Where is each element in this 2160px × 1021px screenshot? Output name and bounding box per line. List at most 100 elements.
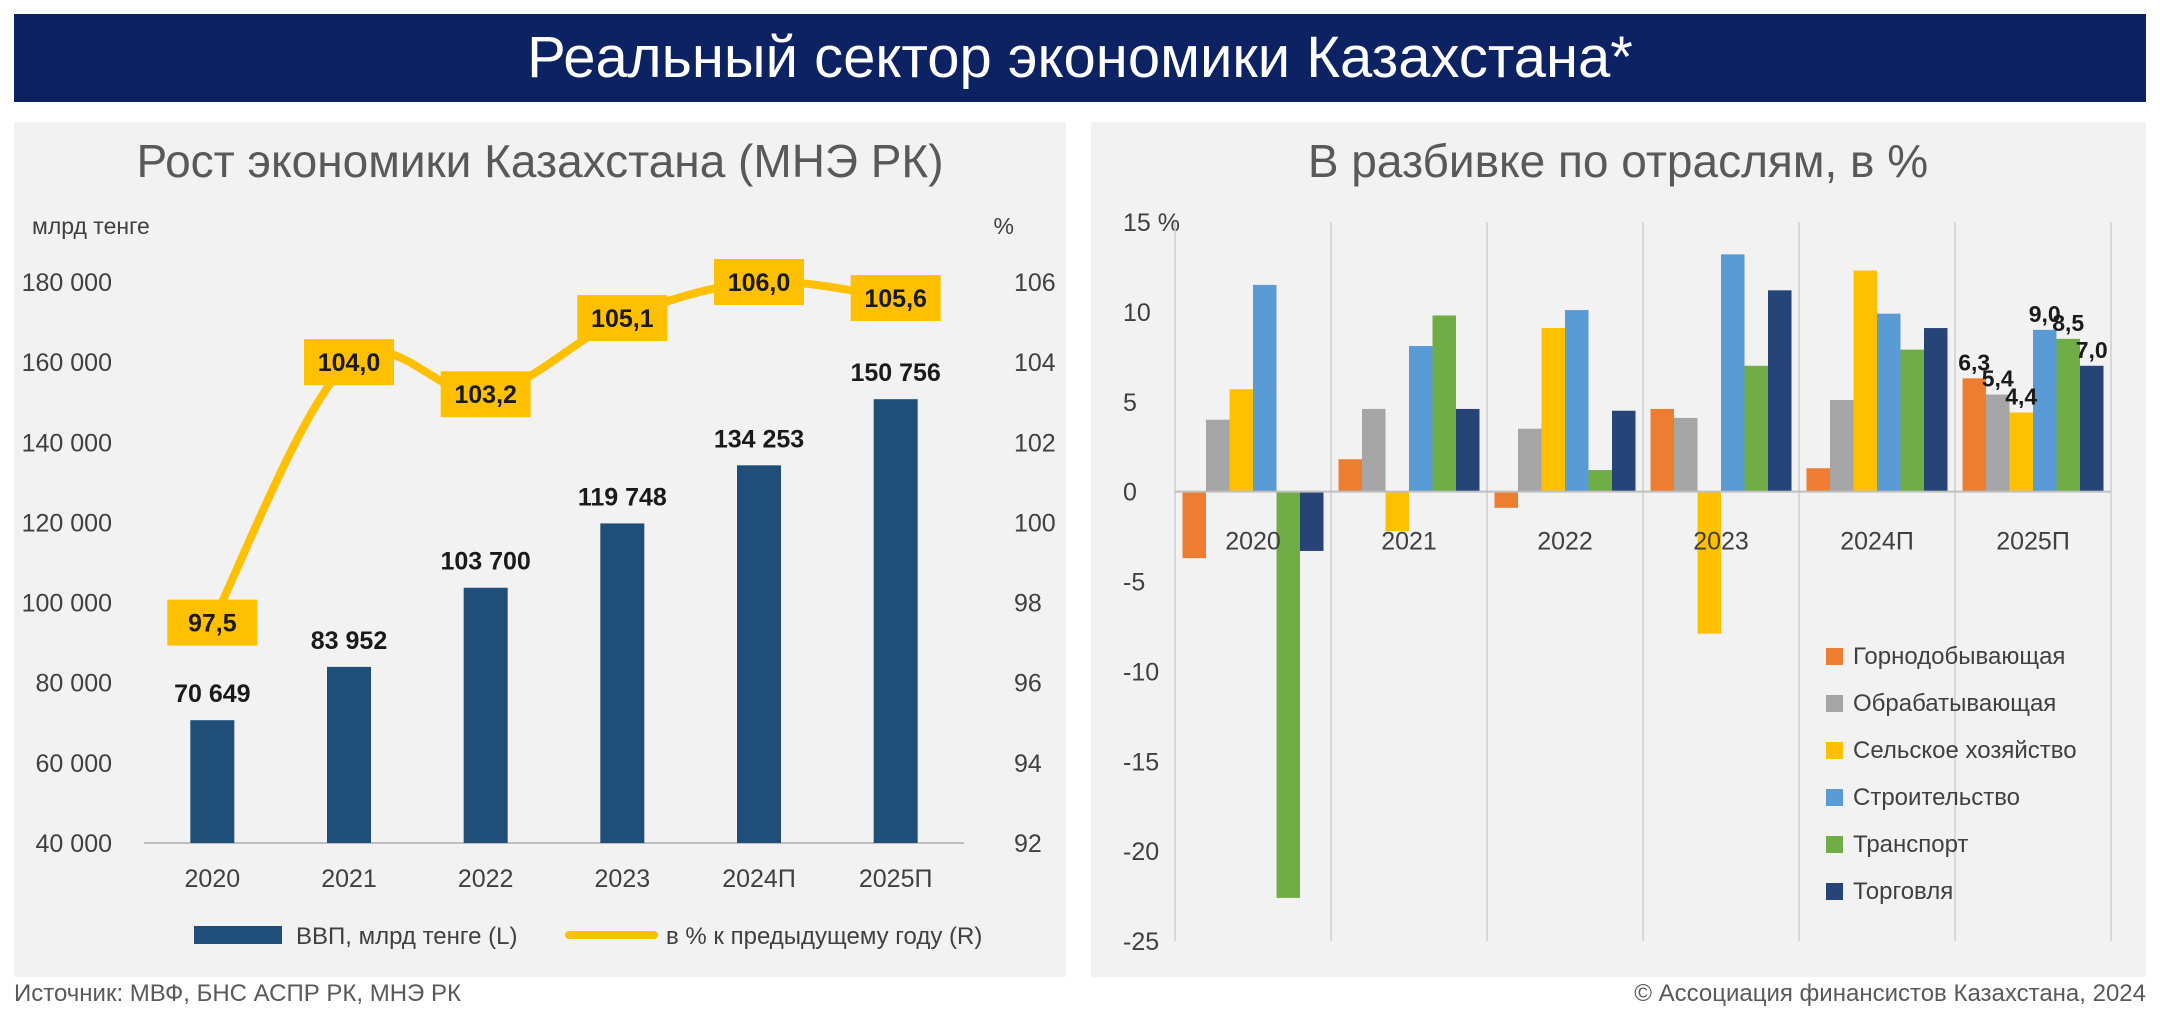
legend-swatch bbox=[1826, 695, 1843, 712]
gdp-bar bbox=[600, 523, 645, 843]
gdp-bar bbox=[190, 720, 235, 843]
gdp-bar-label: 70 649 bbox=[174, 680, 250, 708]
sector-data-label: 6,3 bbox=[1958, 349, 1990, 375]
y-tick-label: -15 bbox=[1123, 748, 1159, 776]
sector-bar bbox=[1721, 254, 1745, 492]
sector-bar bbox=[1962, 378, 1986, 492]
sector-bar bbox=[1650, 408, 1674, 492]
gdp-bar bbox=[737, 465, 781, 843]
y-tick-label: 0 bbox=[1123, 479, 1137, 507]
sector-data-label: 4,4 bbox=[2005, 384, 2037, 410]
legend-swatch bbox=[1826, 742, 1843, 759]
left-tick-label: 80 000 bbox=[36, 670, 112, 698]
legend-label: Строительство bbox=[1853, 784, 2020, 811]
left-tick-label: 100 000 bbox=[22, 590, 112, 618]
right-tick-label: 92 bbox=[1014, 830, 1042, 858]
sector-bar bbox=[2033, 329, 2057, 492]
sector-bar bbox=[1276, 491, 1300, 898]
sector-bar bbox=[1924, 328, 1948, 492]
growth-point-label: 105,6 bbox=[864, 285, 927, 313]
right-axis-label: % bbox=[994, 213, 1014, 239]
gdp-bar bbox=[873, 399, 918, 843]
sector-bar bbox=[1338, 459, 1362, 492]
sector-bar bbox=[1697, 491, 1721, 634]
growth-point-box bbox=[304, 339, 394, 386]
legend-label: Торговля bbox=[1853, 878, 1953, 905]
x-category-label: 2023 bbox=[595, 865, 651, 893]
gdp-bar-label: 103 700 bbox=[440, 548, 530, 576]
growth-point-box bbox=[167, 599, 258, 646]
x-category-label: 2022 bbox=[1537, 528, 1593, 556]
sector-bar bbox=[2080, 365, 2104, 492]
sector-breakdown-chart: В разбивке по отраслям, в % -25 -20 -15 -10 -… bbox=[1123, 135, 2112, 956]
y-tick-label: -25 bbox=[1123, 928, 1159, 956]
left-tick-label: 160 000 bbox=[22, 349, 112, 377]
sector-bar bbox=[1253, 284, 1277, 492]
sector-bar bbox=[2009, 412, 2033, 492]
sector-bar bbox=[1565, 310, 1589, 492]
gdp-bar-label: 150 756 bbox=[850, 359, 940, 387]
x-category-label: 2023 bbox=[1693, 528, 1749, 556]
right-tick-label: 96 bbox=[1014, 670, 1042, 698]
sector-bar bbox=[1362, 408, 1386, 492]
growth-point-label: 97,5 bbox=[188, 610, 237, 638]
chart-title: Рост экономики Казахстана (МНЭ РК) bbox=[136, 135, 943, 187]
x-category-label: 2024П bbox=[722, 865, 796, 893]
growth-point-label: 103,2 bbox=[454, 381, 517, 409]
y-tick-label: 15 % bbox=[1123, 209, 1180, 237]
x-category-label: 2025П bbox=[859, 865, 933, 893]
gdp-bar bbox=[463, 587, 508, 843]
left-tick-label: 180 000 bbox=[22, 269, 112, 297]
sector-bar bbox=[1900, 349, 1924, 492]
growth-point-label: 104,0 bbox=[318, 349, 381, 377]
legend-label: Транспорт bbox=[1853, 831, 1968, 858]
sector-bar bbox=[1830, 399, 1854, 492]
left-axis-label: млрд тенге bbox=[32, 213, 150, 239]
gdp-bar-label: 83 952 bbox=[311, 627, 387, 655]
right-tick-label: 98 bbox=[1014, 590, 1042, 618]
left-tick-label: 120 000 bbox=[22, 509, 112, 537]
x-category-label: 2021 bbox=[321, 865, 377, 893]
growth-point-box bbox=[850, 275, 941, 322]
legend-swatch bbox=[1826, 789, 1843, 806]
right-tick-label: 94 bbox=[1014, 750, 1042, 778]
y-tick-label: -5 bbox=[1123, 569, 1145, 597]
y-tick-label: 10 bbox=[1123, 299, 1151, 327]
legend-swatch bbox=[1826, 836, 1843, 853]
sector-data-label: 8,5 bbox=[2052, 310, 2084, 336]
sector-bar bbox=[1806, 468, 1830, 492]
growth-point-label: 105,1 bbox=[591, 305, 654, 333]
growth-point-label: 106,0 bbox=[728, 269, 791, 297]
sector-bar bbox=[1494, 491, 1518, 508]
copyright-note: © Ассоциация финансистов Казахстана, 202… bbox=[1634, 980, 2146, 1007]
x-category-label: 2022 bbox=[458, 865, 514, 893]
legend-swatch-gdp bbox=[194, 926, 282, 944]
sector-data-label: 7,0 bbox=[2076, 337, 2108, 363]
gdp-bar bbox=[327, 666, 371, 843]
left-tick-label: 40 000 bbox=[36, 830, 112, 858]
sector-data-label: 5,4 bbox=[1982, 366, 2014, 392]
legend-label-growth: в % к предыдущему году (R) bbox=[666, 923, 982, 950]
sector-bar bbox=[1674, 417, 1698, 492]
legend-label: Обрабатывающая bbox=[1853, 690, 2056, 717]
x-category-label: 2020 bbox=[1225, 528, 1281, 556]
gdp-growth-panel: Рост экономики Казахстана (МНЭ РК) млрд т… bbox=[14, 122, 1066, 977]
right-tick-label: 100 bbox=[1014, 509, 1056, 537]
sector-bar bbox=[1541, 328, 1565, 492]
sector-bar bbox=[1744, 365, 1768, 492]
sector-bar bbox=[1877, 313, 1901, 492]
x-category-label: 2025П bbox=[1996, 528, 2070, 556]
y-tick-label: -20 bbox=[1123, 838, 1159, 866]
sector-breakdown-panel: В разбивке по отраслям, в % -25 -20 -15 -10 -… bbox=[1091, 122, 2146, 977]
sector-bar bbox=[1768, 290, 1792, 492]
sector-bar bbox=[1432, 315, 1456, 492]
left-tick-label: 140 000 bbox=[22, 429, 112, 457]
sector-bar bbox=[1588, 470, 1612, 492]
sector-bar bbox=[1300, 491, 1324, 551]
x-category-label: 2021 bbox=[1381, 528, 1437, 556]
gdp-bar-label: 119 748 bbox=[578, 483, 667, 511]
gdp-bar-label: 134 253 bbox=[714, 425, 804, 453]
growth-point-box bbox=[440, 371, 531, 418]
y-tick-label: 5 bbox=[1123, 389, 1137, 417]
right-tick-label: 102 bbox=[1014, 429, 1056, 457]
